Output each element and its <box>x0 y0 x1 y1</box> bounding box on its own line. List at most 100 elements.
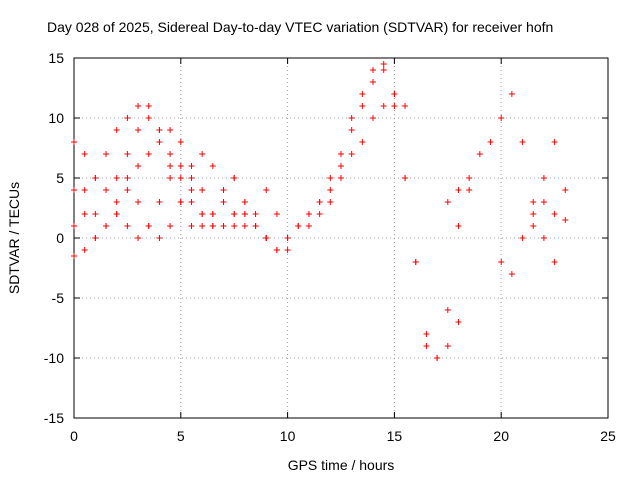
data-point <box>145 223 152 229</box>
data-point <box>167 223 174 229</box>
data-point <box>284 235 291 241</box>
data-point <box>305 211 312 217</box>
data-points <box>71 61 569 361</box>
data-point <box>177 139 184 145</box>
data-point <box>455 319 462 325</box>
chart-title: Day 028 of 2025, Sidereal Day-to-day VTE… <box>47 19 553 35</box>
data-point <box>241 223 248 229</box>
data-point <box>412 259 419 265</box>
data-point <box>370 115 377 121</box>
data-point <box>327 199 334 205</box>
grid-lines <box>74 58 608 418</box>
data-point <box>263 235 270 241</box>
data-point <box>209 211 216 217</box>
data-point <box>92 211 99 217</box>
data-point <box>199 187 206 193</box>
data-point <box>551 259 558 265</box>
data-point <box>316 199 323 205</box>
data-point <box>135 163 142 169</box>
data-point <box>220 199 227 205</box>
data-point <box>167 163 174 169</box>
data-point <box>540 235 547 241</box>
data-point <box>135 127 142 133</box>
series-sat-l <box>530 199 569 229</box>
data-point <box>466 175 473 181</box>
data-point <box>231 175 238 181</box>
data-point <box>540 175 547 181</box>
data-point <box>370 79 377 85</box>
data-point <box>530 223 537 229</box>
y-tick-label: 0 <box>56 230 64 246</box>
data-point <box>103 223 110 229</box>
data-point <box>348 127 355 133</box>
data-point <box>145 115 152 121</box>
data-point <box>359 91 366 97</box>
data-point <box>316 211 323 217</box>
data-point <box>103 187 110 193</box>
data-point <box>188 163 195 169</box>
data-point <box>113 127 120 133</box>
series-sat-i <box>444 139 494 205</box>
series-sat-g <box>284 61 473 361</box>
data-point <box>498 259 505 265</box>
y-tick-label: 15 <box>48 50 64 66</box>
data-point <box>92 235 99 241</box>
data-point <box>156 199 163 205</box>
x-tick-label: 25 <box>600 428 616 444</box>
series-sat-e <box>92 163 270 241</box>
data-point <box>177 199 184 205</box>
data-point <box>466 187 473 193</box>
data-point <box>135 103 142 109</box>
data-point <box>135 235 142 241</box>
data-point <box>209 223 216 229</box>
data-point <box>199 223 206 229</box>
y-tick-label: -5 <box>52 290 65 306</box>
data-point <box>188 187 195 193</box>
data-point <box>359 103 366 109</box>
data-point <box>305 223 312 229</box>
data-point <box>124 187 131 193</box>
data-point <box>167 151 174 157</box>
data-point <box>81 247 88 253</box>
data-point <box>273 247 280 253</box>
data-point <box>380 67 387 73</box>
data-point <box>551 211 558 217</box>
data-point <box>487 139 494 145</box>
x-tick-label: 0 <box>70 428 78 444</box>
data-point <box>81 151 88 157</box>
y-tick-label: -15 <box>44 410 64 426</box>
data-point <box>519 139 526 145</box>
data-point <box>199 151 206 157</box>
series-sat-h <box>305 91 409 229</box>
data-point <box>263 187 270 193</box>
data-point <box>71 139 77 145</box>
x-tick-label: 15 <box>387 428 403 444</box>
series-sat-f <box>273 67 462 361</box>
data-point <box>391 91 398 97</box>
data-point <box>113 211 120 217</box>
data-point <box>508 271 515 277</box>
data-point <box>380 103 387 109</box>
data-point <box>391 103 398 109</box>
data-point <box>252 211 259 217</box>
data-point <box>177 175 184 181</box>
data-point <box>124 115 131 121</box>
data-point <box>177 163 184 169</box>
data-point <box>81 187 88 193</box>
series-sat-d <box>71 151 280 259</box>
x-tick-label: 5 <box>177 428 185 444</box>
x-tick-label: 20 <box>493 428 509 444</box>
data-point <box>327 187 334 193</box>
data-point <box>562 187 569 193</box>
data-point <box>103 151 110 157</box>
data-point <box>231 211 238 217</box>
y-tick-label: 5 <box>56 170 64 186</box>
data-point <box>348 151 355 157</box>
data-point <box>145 151 152 157</box>
data-point <box>145 103 152 109</box>
y-tick-label: 10 <box>48 110 64 126</box>
data-point <box>444 199 451 205</box>
data-point <box>188 175 195 181</box>
data-point <box>530 199 537 205</box>
data-point <box>199 211 206 217</box>
